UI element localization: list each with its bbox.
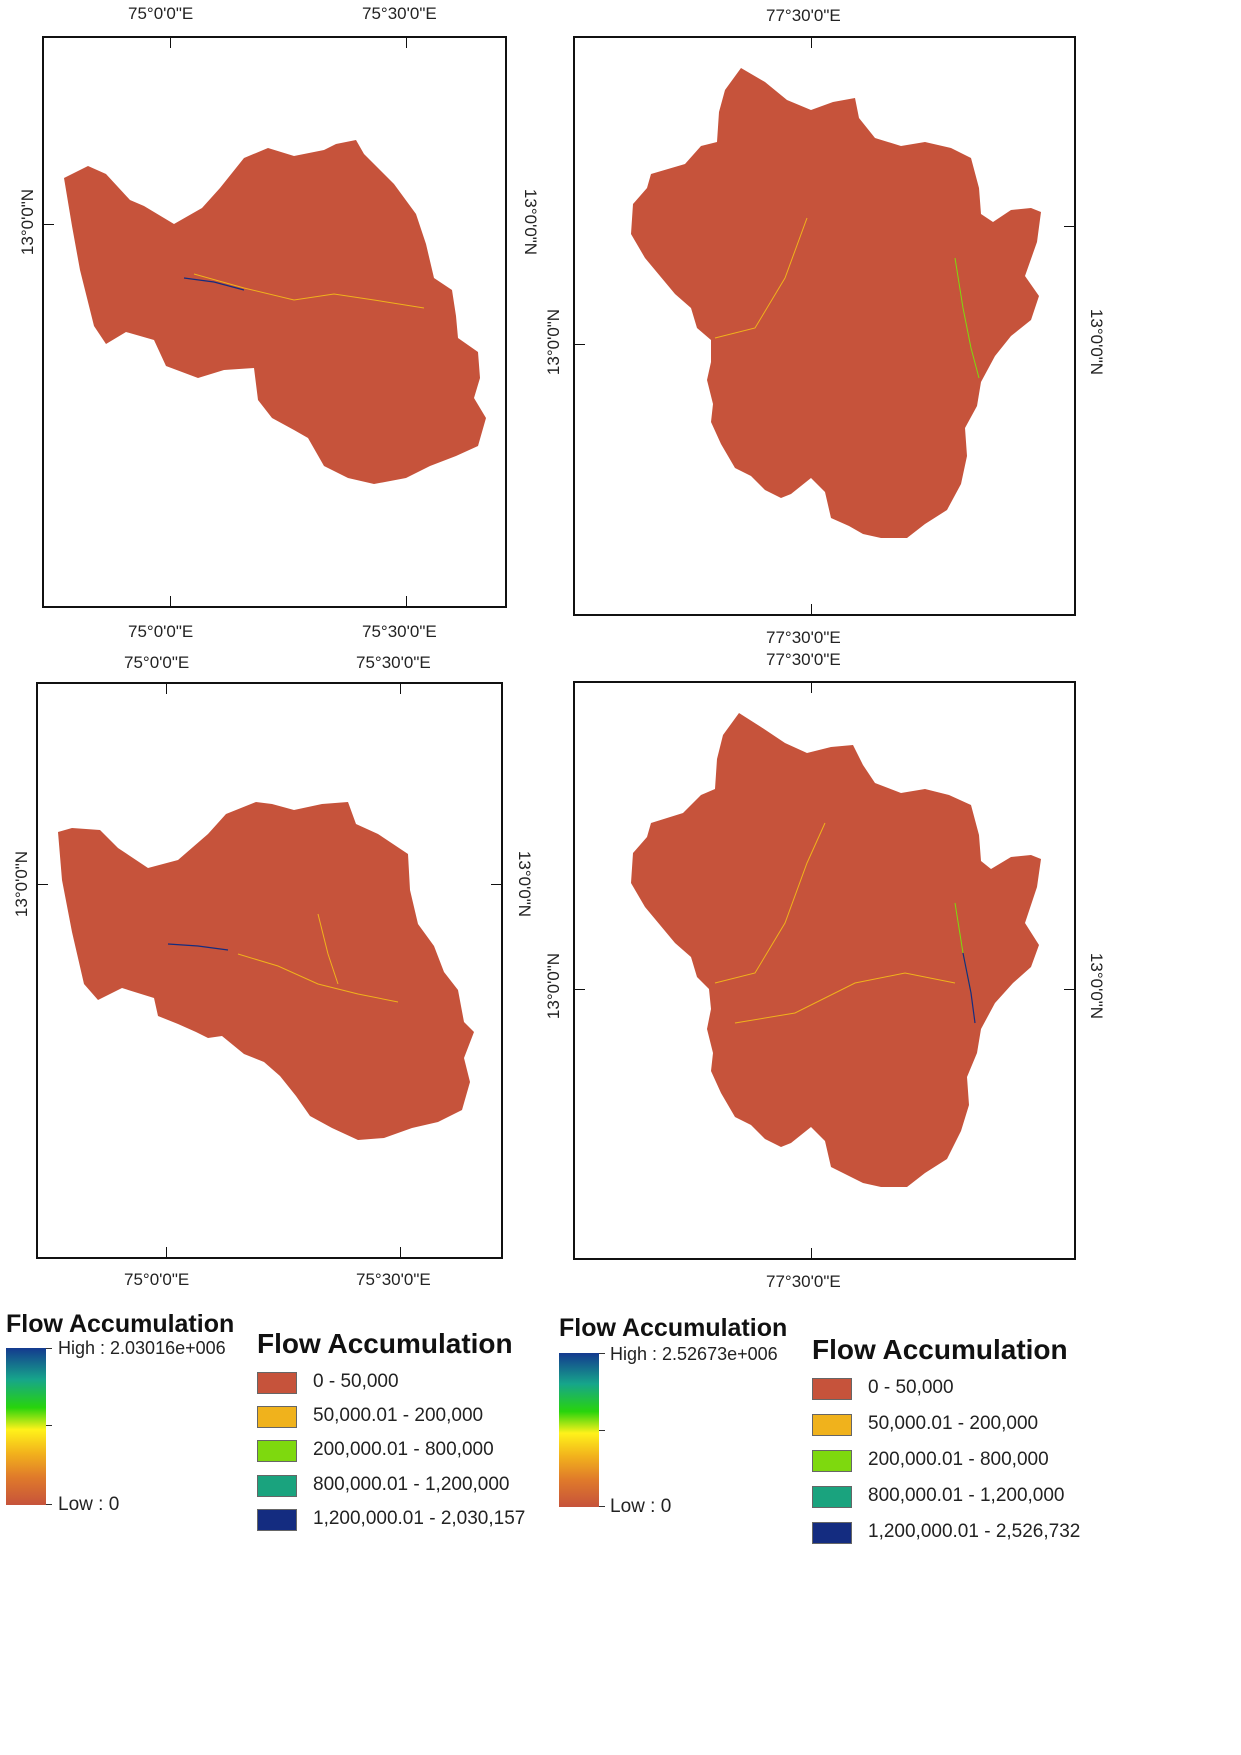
- lat-label-left: 13°0'0"N: [544, 952, 563, 1020]
- tick-mark: [406, 38, 407, 48]
- class-legend-title: Flow Accumulation: [812, 1334, 1068, 1365]
- legend-class-label: 0 - 50,000: [868, 1377, 954, 1398]
- ramp-legend-title: Flow Accumulation: [559, 1314, 788, 1342]
- lat-label-right: 13°0'0"N: [515, 850, 534, 918]
- ramp-low-label: Low : 0: [58, 1494, 120, 1515]
- tick-mark: [400, 1247, 401, 1257]
- legend-swatch: [812, 1522, 852, 1544]
- ramp-tick: [599, 1430, 605, 1431]
- legend-swatch: [812, 1486, 852, 1508]
- basin-polygon: [631, 713, 1041, 1187]
- lon-label-bottom: 77°30'0"E: [766, 628, 841, 647]
- legend-class-label: 200,000.01 - 800,000: [868, 1449, 1049, 1470]
- tick-mark: [166, 684, 167, 694]
- tick-mark: [1064, 989, 1074, 990]
- legend-swatch: [257, 1406, 297, 1428]
- class-legend-title: Flow Accumulation: [257, 1328, 513, 1359]
- lon-label-bottom: 75°0'0"E: [124, 1270, 190, 1289]
- legend-class-label: 200,000.01 - 800,000: [313, 1439, 494, 1460]
- lon-label-top: 75°0'0"E: [124, 653, 190, 672]
- basin-map-top-left: [64, 140, 486, 484]
- legend-swatch: [257, 1475, 297, 1497]
- legend-swatch: [257, 1509, 297, 1531]
- ramp-tick: [599, 1506, 605, 1507]
- tick-mark: [811, 1248, 812, 1258]
- lon-label-top: 77°30'0"E: [766, 650, 841, 669]
- legend-class-label: 0 - 50,000: [313, 1371, 399, 1392]
- tick-mark: [575, 989, 585, 990]
- tick-mark: [811, 683, 812, 693]
- lat-label-right: 13°0'0"N: [1087, 308, 1106, 376]
- tick-mark: [166, 1247, 167, 1257]
- tick-mark: [575, 344, 585, 345]
- tick-mark: [1064, 226, 1074, 227]
- lon-label-top: 75°30'0"E: [362, 4, 437, 23]
- tick-mark: [491, 884, 501, 885]
- legend-class-label: 50,000.01 - 200,000: [313, 1405, 484, 1426]
- legend-class-label: 50,000.01 - 200,000: [868, 1413, 1039, 1434]
- legend-swatch: [812, 1378, 852, 1400]
- basin-map-bottom-right: [631, 713, 1041, 1187]
- stream-line: [193, 273, 425, 309]
- color-ramp: [559, 1353, 599, 1507]
- basin-polygon: [58, 802, 474, 1140]
- lat-label-right: 13°0'0"N: [1087, 952, 1106, 1020]
- lat-label-left: 13°0'0"N: [544, 308, 563, 376]
- stream-line: [734, 972, 956, 1024]
- ramp-high-label: High : 2.52673e+006: [610, 1344, 778, 1364]
- legend-swatch: [257, 1440, 297, 1462]
- stream-line: [714, 822, 826, 984]
- tick-mark: [811, 604, 812, 614]
- legend-class-label: 800,000.01 - 1,200,000: [868, 1485, 1065, 1506]
- legend-class-label: 800,000.01 - 1,200,000: [313, 1474, 510, 1495]
- map-frame-top-right: [573, 36, 1076, 616]
- tick-mark: [170, 38, 171, 48]
- lat-label-right: 13°0'0"N: [521, 188, 540, 256]
- legend-class-label: 1,200,000.01 - 2,030,157: [313, 1508, 526, 1529]
- ramp-legend-title: Flow Accumulation: [6, 1310, 235, 1338]
- lat-label-left: 13°0'0"N: [18, 188, 37, 256]
- lon-label-bottom: 75°30'0"E: [356, 1270, 431, 1289]
- lon-label-bottom: 77°30'0"E: [766, 1272, 841, 1291]
- legend-swatch: [812, 1414, 852, 1436]
- map-frame-top-left: [42, 36, 507, 608]
- tick-mark: [44, 224, 54, 225]
- legend-swatch: [257, 1372, 297, 1394]
- lon-label-top: 75°30'0"E: [356, 653, 431, 672]
- stream-line: [317, 913, 339, 985]
- stream-line: [954, 257, 980, 379]
- ramp-low-label: Low : 0: [610, 1496, 672, 1517]
- ramp-high-label: High : 2.03016e+006: [58, 1338, 226, 1358]
- tick-mark: [406, 596, 407, 606]
- stream-line: [167, 943, 229, 951]
- map-frame-bottom-right: [573, 681, 1076, 1260]
- stream-line: [962, 952, 976, 1024]
- basin-polygon: [64, 140, 486, 484]
- stream-line: [714, 217, 808, 339]
- tick-mark: [811, 38, 812, 48]
- tick-mark: [400, 684, 401, 694]
- legend-swatch: [812, 1450, 852, 1472]
- stream-line: [183, 277, 245, 291]
- ramp-tick: [46, 1425, 52, 1426]
- legend-class-label: 1,200,000.01 - 2,526,732: [868, 1521, 1081, 1542]
- map-frame-bottom-left: [36, 682, 503, 1259]
- basin-map-top-right: [631, 68, 1041, 538]
- basin-polygon: [631, 68, 1041, 538]
- stream-line: [237, 953, 399, 1003]
- ramp-tick: [599, 1353, 605, 1354]
- ramp-tick: [46, 1504, 52, 1505]
- lon-label-bottom: 75°0'0"E: [128, 622, 194, 641]
- lon-label-top: 77°30'0"E: [766, 6, 841, 25]
- lon-label-bottom: 75°30'0"E: [362, 622, 437, 641]
- basin-map-bottom-left: [58, 802, 474, 1140]
- color-ramp: [6, 1348, 46, 1505]
- ramp-tick: [46, 1348, 52, 1349]
- lon-label-top: 75°0'0"E: [128, 4, 194, 23]
- lat-label-left: 13°0'0"N: [12, 850, 31, 918]
- tick-mark: [170, 596, 171, 606]
- tick-mark: [38, 884, 48, 885]
